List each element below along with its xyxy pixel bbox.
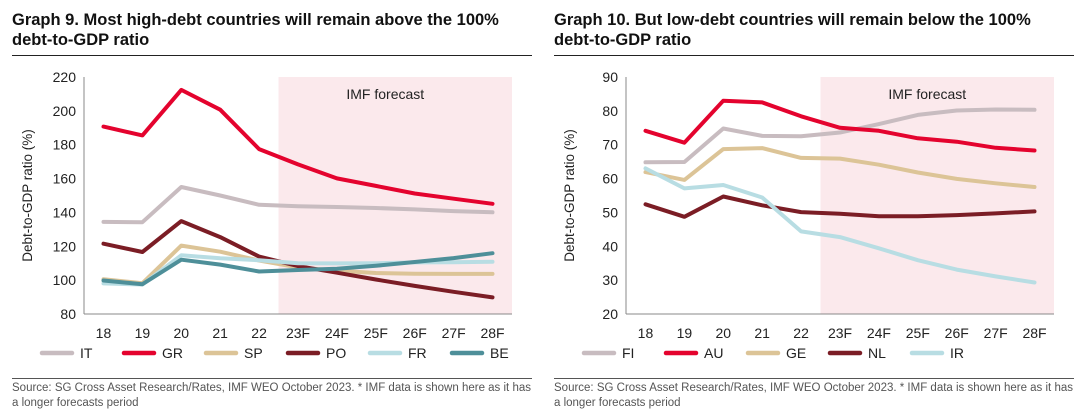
y-tick-label: 60	[602, 171, 618, 187]
title-rule	[12, 55, 532, 56]
y-tick-label: 90	[602, 69, 618, 85]
y-tick-label: 100	[53, 272, 77, 288]
legend-label-sp: SP	[244, 345, 263, 361]
chart-9: IMF forecast 80 100 120 140 160 180 200 220 18 19 2…	[20, 69, 512, 361]
x-tick-label: 22	[793, 325, 809, 341]
legend-label-au: AU	[704, 345, 723, 361]
y-tick-label: 30	[602, 272, 618, 288]
series-line-nl	[643, 194, 1037, 219]
y-tick-label: 120	[53, 238, 77, 254]
forecast-label: IMF forecast	[346, 86, 424, 102]
x-tick-label: 28F	[480, 325, 504, 341]
y-tick-label: 40	[602, 238, 618, 254]
source-note: Source: SG Cross Asset Research/Rates, I…	[12, 382, 531, 409]
legend-label-be: BE	[490, 345, 509, 361]
x-tick-label: 22	[251, 325, 267, 341]
y-tick-label: 160	[53, 171, 77, 187]
chart-title: Graph 10. But low-debt countries will re…	[554, 11, 1031, 49]
title-rule	[554, 55, 1074, 56]
y-tick-label: 80	[60, 306, 76, 322]
series-line-po	[101, 219, 495, 300]
x-tick-label: 19	[677, 325, 693, 341]
x-tick-label: 26F	[403, 325, 427, 341]
chart-panel-9: Graph 9. Most high-debt countries will r…	[12, 0, 532, 415]
y-tick-label: 70	[602, 137, 618, 153]
legend-label-it: IT	[80, 345, 93, 361]
x-tick-label: 25F	[906, 325, 930, 341]
source-rule	[12, 378, 532, 379]
x-tick-label: 18	[638, 325, 654, 341]
y-tick-label: 180	[53, 137, 77, 153]
legend-label-fi: FI	[622, 345, 634, 361]
y-tick-label: 50	[602, 204, 618, 220]
x-tick-label: 21	[754, 325, 770, 341]
chart-10: IMF forecast 20 30 40 50 60 70 80 90 18 19 20 21 22 23…	[562, 69, 1054, 361]
chart-title: Graph 9. Most high-debt countries will r…	[12, 11, 499, 49]
legend-label-fr: FR	[408, 345, 427, 361]
x-tick-label: 18	[96, 325, 112, 341]
series-line-au	[643, 98, 1037, 153]
y-tick-label: 220	[53, 69, 77, 85]
source-note: Source: SG Cross Asset Research/Rates, I…	[554, 382, 1073, 409]
series-line-fi	[643, 107, 1037, 165]
legend-label-nl: NL	[868, 345, 886, 361]
x-tick-label: 24F	[325, 325, 349, 341]
x-tick-label: 23F	[828, 325, 852, 341]
legend-label-ge: GE	[786, 345, 806, 361]
x-tick-label: 26F	[945, 325, 969, 341]
x-tick-label: 21	[212, 325, 228, 341]
y-axis-label: Debt-to-GDP ratio (%)	[562, 129, 577, 262]
source-rule	[554, 378, 1074, 379]
x-tick-label: 23F	[286, 325, 310, 341]
forecast-region	[820, 77, 1054, 314]
series-line-ir	[643, 166, 1037, 285]
y-tick-label: 20	[602, 306, 618, 322]
forecast-region	[278, 77, 512, 314]
y-tick-label: 200	[53, 103, 77, 119]
series-line-it	[101, 185, 495, 225]
x-tick-label: 27F	[984, 325, 1008, 341]
series-line-gr	[101, 87, 495, 206]
series-line-ge	[643, 146, 1037, 189]
chart-panel-10: Graph 10. But low-debt countries will re…	[554, 0, 1074, 415]
x-tick-label: 19	[135, 325, 151, 341]
legend-label-gr: GR	[162, 345, 183, 361]
y-axis-label: Debt-to-GDP ratio (%)	[20, 129, 35, 262]
y-tick-label: 80	[602, 103, 618, 119]
x-tick-label: 28F	[1022, 325, 1046, 341]
x-tick-label: 20	[715, 325, 731, 341]
series-line-be	[101, 251, 495, 287]
x-tick-label: 20	[173, 325, 189, 341]
forecast-label: IMF forecast	[888, 86, 966, 102]
x-tick-label: 25F	[364, 325, 388, 341]
legend-label-ir: IR	[950, 345, 964, 361]
y-tick-label: 140	[53, 204, 77, 220]
x-tick-label: 24F	[867, 325, 891, 341]
legend-label-po: PO	[326, 345, 346, 361]
x-tick-label: 27F	[442, 325, 466, 341]
